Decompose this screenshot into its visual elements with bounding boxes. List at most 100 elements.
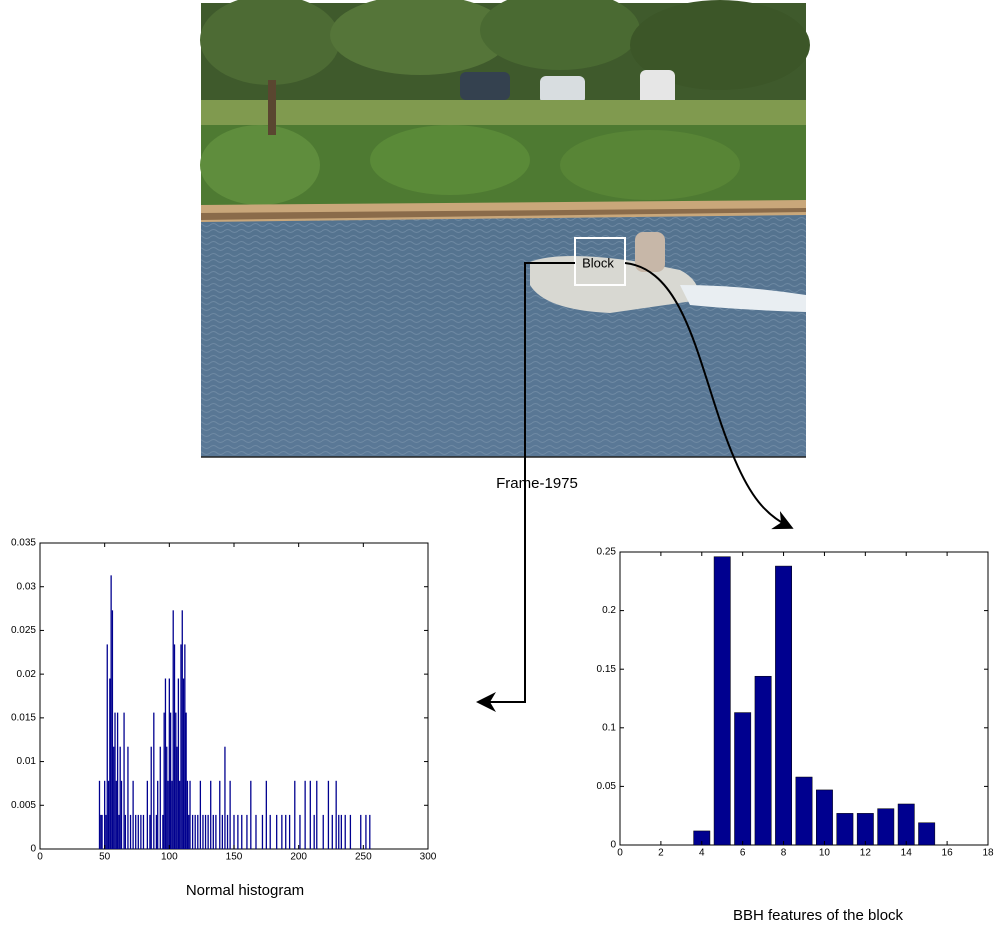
- bar: [164, 713, 165, 849]
- bar: [157, 781, 158, 849]
- bar: [796, 777, 812, 845]
- bar: [118, 815, 119, 849]
- bar: [170, 713, 171, 849]
- chart-caption: Normal histogram: [186, 882, 304, 899]
- bar: [270, 815, 271, 849]
- bar: [127, 747, 128, 849]
- bar: [180, 644, 181, 849]
- bar: [156, 815, 157, 849]
- bar: [143, 815, 144, 849]
- bar: [140, 815, 141, 849]
- bar: [202, 815, 203, 849]
- y-tick-label: 0.01: [17, 756, 37, 767]
- bar: [898, 804, 914, 845]
- bar: [109, 679, 110, 849]
- bar: [192, 815, 193, 849]
- bar: [837, 813, 853, 845]
- bar: [213, 815, 214, 849]
- x-tick-label: 8: [781, 848, 787, 859]
- bar: [101, 815, 102, 849]
- bar: [233, 815, 234, 849]
- bar: [149, 815, 150, 849]
- bar: [775, 566, 791, 845]
- bar: [184, 644, 185, 849]
- bar: [123, 713, 124, 849]
- bar: [100, 815, 101, 849]
- bar: [125, 815, 126, 849]
- photo: [200, 0, 810, 457]
- bar: [182, 610, 183, 849]
- bar: [310, 781, 311, 849]
- bar: [338, 815, 339, 849]
- bar: [166, 747, 167, 849]
- block-label: Block: [582, 255, 614, 270]
- bar: [178, 679, 179, 849]
- frame-label: Frame-1975: [496, 475, 578, 492]
- bar: [151, 747, 152, 849]
- bar: [299, 815, 300, 849]
- bar: [104, 781, 105, 849]
- bar: [816, 790, 832, 845]
- x-tick-label: 2: [658, 848, 664, 859]
- bar: [116, 781, 117, 849]
- x-tick-label: 300: [420, 852, 437, 863]
- bar: [135, 815, 136, 849]
- y-tick-label: 0.05: [597, 781, 617, 792]
- bar: [857, 813, 873, 845]
- bar: [365, 815, 366, 849]
- y-tick-label: 0.15: [597, 664, 617, 675]
- x-tick-label: 4: [699, 848, 705, 859]
- bar: [246, 815, 247, 849]
- bar: [255, 815, 256, 849]
- bar: [176, 747, 177, 849]
- bar: [205, 815, 206, 849]
- bar: [132, 781, 133, 849]
- bar: [112, 610, 113, 849]
- bar: [175, 713, 176, 849]
- bar: [186, 713, 187, 849]
- bar: [195, 815, 196, 849]
- bar: [294, 781, 295, 849]
- bar: [345, 815, 346, 849]
- bar: [328, 781, 329, 849]
- bar: [188, 815, 189, 849]
- bar: [200, 781, 201, 849]
- bar: [120, 747, 121, 849]
- bar: [350, 815, 351, 849]
- bar: [316, 781, 317, 849]
- x-tick-label: 0: [37, 852, 43, 863]
- bar: [289, 815, 290, 849]
- x-tick-label: 10: [819, 848, 831, 859]
- x-tick-label: 18: [982, 848, 994, 859]
- bar: [197, 815, 198, 849]
- bar: [250, 781, 251, 849]
- bar: [179, 781, 180, 849]
- bar: [167, 781, 168, 849]
- bar: [323, 815, 324, 849]
- bar: [174, 644, 175, 849]
- bar: [734, 713, 750, 845]
- x-tick-label: 150: [226, 852, 243, 863]
- bar: [336, 781, 337, 849]
- y-tick-label: 0.1: [602, 722, 616, 733]
- bar: [107, 644, 108, 849]
- bar: [714, 557, 730, 845]
- y-tick-label: 0.015: [11, 712, 36, 723]
- bar: [110, 575, 111, 849]
- bar: [285, 815, 286, 849]
- x-tick-label: 100: [161, 852, 178, 863]
- bar: [219, 781, 220, 849]
- bar: [237, 815, 238, 849]
- plot-area: [40, 543, 428, 849]
- figure: Block Frame-1975 00.0050.010.0150.020.02…: [0, 0, 997, 932]
- bar: [224, 747, 225, 849]
- x-tick-label: 16: [942, 848, 954, 859]
- bar: [171, 781, 172, 849]
- bar: [918, 823, 934, 845]
- bar: [314, 815, 315, 849]
- bar: [281, 815, 282, 849]
- bar: [187, 781, 188, 849]
- bar: [117, 713, 118, 849]
- bar: [360, 815, 361, 849]
- bar: [332, 815, 333, 849]
